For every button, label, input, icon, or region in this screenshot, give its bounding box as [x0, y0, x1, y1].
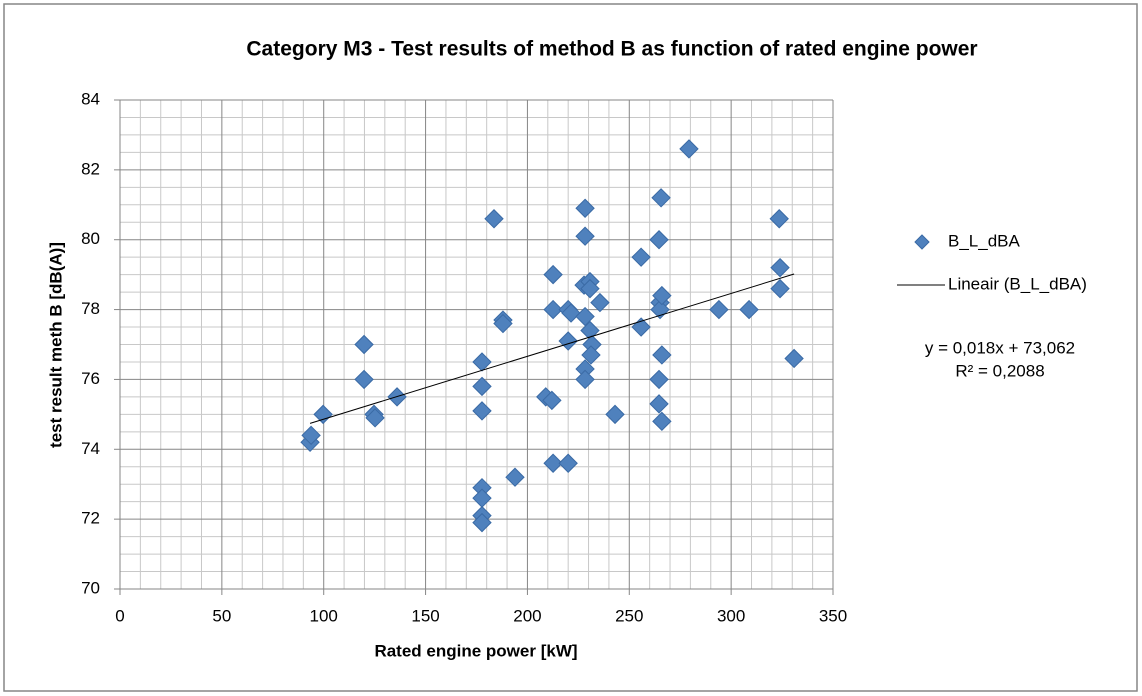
chart-title: Category M3 - Test results of method B a… [246, 38, 977, 61]
point [580, 278, 600, 299]
y-tick-label: 78 [81, 299, 100, 318]
point [313, 404, 333, 425]
point [590, 292, 610, 313]
point [649, 230, 669, 250]
point [542, 390, 562, 411]
y-tick-label: 84 [81, 89, 100, 108]
point [558, 453, 578, 473]
point [649, 369, 669, 390]
point [605, 404, 625, 425]
x-tick-label: 150 [411, 606, 439, 625]
point [472, 401, 492, 421]
point [581, 345, 601, 365]
point [651, 188, 671, 208]
point [652, 411, 672, 432]
y-tick-label: 70 [81, 578, 100, 597]
point [543, 299, 563, 320]
trend-equation: y = 0,018x + 73,062 [925, 338, 1075, 357]
point [472, 512, 492, 533]
point [365, 408, 385, 428]
point [739, 299, 759, 320]
point [472, 376, 492, 397]
point [631, 247, 651, 267]
point [652, 285, 672, 306]
point [679, 139, 699, 159]
point [543, 264, 563, 285]
x-tick-label: 250 [615, 606, 643, 625]
point [354, 334, 374, 355]
point [784, 348, 804, 369]
x-axis-title: Rated engine power [kW] [374, 641, 577, 660]
y-tick-label: 76 [81, 369, 100, 388]
point [649, 394, 669, 414]
x-tick-label: 50 [212, 606, 231, 625]
y-tick-label: 80 [81, 229, 100, 248]
point [575, 226, 595, 246]
point [472, 352, 492, 372]
point [709, 299, 729, 320]
point [301, 425, 321, 446]
y-tick-label: 74 [81, 439, 100, 458]
y-axis-title: test result meth B [dB(A)] [46, 242, 65, 448]
legend-label: Lineair (B_L_dBA) [948, 274, 1087, 293]
point [575, 369, 595, 390]
trendline [309, 273, 795, 424]
x-tick-label: 350 [819, 606, 847, 625]
y-tick-label: 82 [81, 159, 100, 178]
point [575, 306, 595, 327]
x-tick-label: 100 [310, 606, 338, 625]
x-tick-label: 300 [717, 606, 745, 625]
point [769, 209, 789, 229]
point [505, 467, 525, 487]
point [543, 453, 563, 473]
point [558, 331, 578, 351]
point [575, 198, 595, 218]
point [493, 313, 513, 334]
trend-r-squared: R² = 0,2088 [955, 361, 1044, 380]
point [484, 209, 504, 229]
point [652, 345, 672, 365]
point [354, 369, 374, 390]
point [770, 278, 790, 299]
x-tick-label: 0 [115, 606, 124, 625]
y-tick-label: 72 [81, 509, 100, 528]
x-tick-label: 200 [513, 606, 541, 625]
legend-marker [914, 234, 930, 250]
point [561, 303, 581, 323]
legend-label: B_L_dBA [948, 231, 1020, 250]
point [770, 257, 790, 278]
